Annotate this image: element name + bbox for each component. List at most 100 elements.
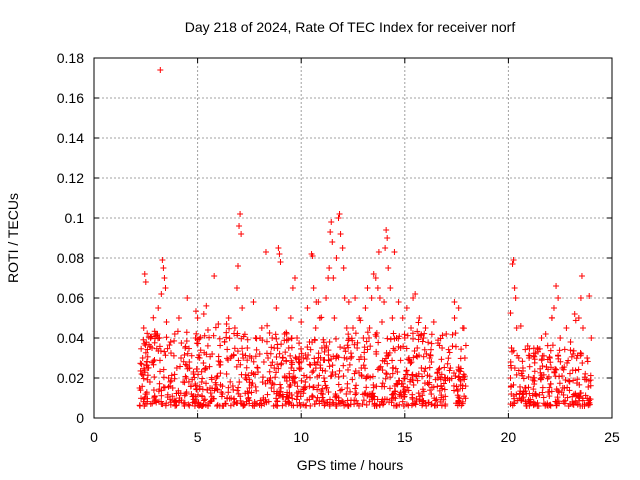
data-point-cluster	[139, 383, 146, 390]
data-point-cluster	[349, 337, 356, 344]
data-point-cluster	[323, 385, 330, 392]
data-point-cluster	[574, 352, 581, 359]
data-point-cluster	[243, 364, 250, 371]
data-point-cluster	[307, 346, 314, 353]
data-point-cluster	[309, 369, 316, 376]
data-point-cluster	[223, 321, 230, 328]
data-point-cluster	[273, 353, 280, 360]
data-point-cluster	[254, 364, 261, 371]
data-point-cluster	[211, 387, 218, 394]
data-point-cluster	[193, 366, 200, 373]
data-point-cluster	[266, 329, 273, 336]
data-point-cluster	[175, 389, 182, 396]
data-point-cluster	[298, 350, 305, 357]
data-point	[204, 327, 211, 333]
data-point-cluster	[356, 356, 363, 363]
data-point-cluster	[542, 401, 549, 408]
data-point-cluster	[283, 378, 290, 385]
data-point-cluster	[143, 362, 150, 369]
data-point	[588, 335, 595, 341]
data-point-cluster	[149, 359, 156, 366]
data-point-cluster	[137, 360, 144, 367]
data-point-cluster	[419, 397, 426, 404]
data-point-cluster	[204, 402, 211, 409]
data-point-cluster	[147, 343, 154, 350]
data-point-cluster	[507, 383, 514, 390]
data-point-cluster	[380, 400, 387, 407]
data-point-cluster	[540, 394, 547, 401]
data-point-cluster	[561, 400, 568, 407]
data-point-cluster	[442, 377, 449, 384]
data-point	[510, 257, 517, 263]
data-point	[337, 231, 344, 237]
data-point-cluster	[539, 389, 546, 396]
data-point-cluster	[227, 402, 234, 409]
data-point-cluster	[274, 388, 281, 395]
data-point-cluster	[415, 390, 422, 397]
data-point-cluster	[440, 396, 447, 403]
data-point-cluster	[353, 382, 360, 389]
data-point-cluster	[387, 374, 394, 381]
data-point-cluster	[519, 358, 526, 365]
data-point	[330, 275, 337, 281]
data-point-cluster	[370, 381, 377, 388]
data-point-cluster	[302, 402, 309, 409]
data-point-cluster	[203, 380, 210, 387]
data-point-cluster	[386, 399, 393, 406]
data-point-cluster	[218, 393, 225, 400]
data-point	[339, 245, 346, 251]
data-point-cluster	[507, 310, 514, 317]
data-point-cluster	[139, 372, 146, 379]
data-point-cluster	[367, 374, 374, 381]
data-point-cluster	[293, 396, 300, 403]
data-point-cluster	[376, 401, 383, 408]
data-point-cluster	[176, 397, 183, 404]
data-point-cluster	[192, 308, 199, 315]
x-tick-label: 10	[293, 429, 309, 445]
data-point	[387, 285, 394, 291]
data-point-cluster	[151, 398, 158, 405]
data-point-cluster	[264, 391, 271, 398]
data-point	[277, 259, 284, 265]
data-point-cluster	[314, 373, 321, 380]
data-point-cluster	[514, 352, 521, 359]
data-point-cluster	[225, 384, 232, 391]
data-point-cluster	[283, 357, 290, 364]
data-point	[289, 285, 296, 291]
data-point-cluster	[328, 372, 335, 379]
data-point-cluster	[575, 366, 582, 373]
data-point-cluster	[391, 335, 398, 342]
data-point-cluster	[340, 373, 347, 380]
data-point-cluster	[342, 348, 349, 355]
data-point-cluster	[335, 381, 342, 388]
data-point-cluster	[552, 366, 559, 373]
data-point-cluster	[158, 392, 165, 399]
data-point	[360, 335, 367, 341]
data-point-cluster	[457, 368, 464, 375]
data-point-cluster	[256, 401, 263, 408]
data-point-cluster	[343, 390, 350, 397]
data-point	[512, 295, 519, 301]
data-point-cluster	[289, 395, 296, 402]
data-point	[287, 315, 294, 321]
data-point-cluster	[226, 325, 233, 332]
data-point	[340, 265, 347, 271]
data-point-cluster	[181, 392, 188, 399]
data-point-cluster	[449, 343, 456, 350]
data-point-cluster	[568, 353, 575, 360]
data-point-cluster	[244, 388, 251, 395]
data-point-cluster	[329, 362, 336, 369]
data-point	[312, 325, 319, 331]
data-point-cluster	[167, 396, 174, 403]
data-point-cluster	[522, 384, 529, 391]
data-point-cluster	[257, 334, 264, 341]
data-point	[316, 315, 323, 321]
data-point-cluster	[182, 373, 189, 380]
data-point-cluster	[207, 353, 214, 360]
data-point-cluster	[420, 388, 427, 395]
data-point-cluster	[359, 401, 366, 408]
data-point-cluster	[286, 381, 293, 388]
data-point	[158, 291, 165, 297]
data-point-cluster	[511, 365, 518, 372]
